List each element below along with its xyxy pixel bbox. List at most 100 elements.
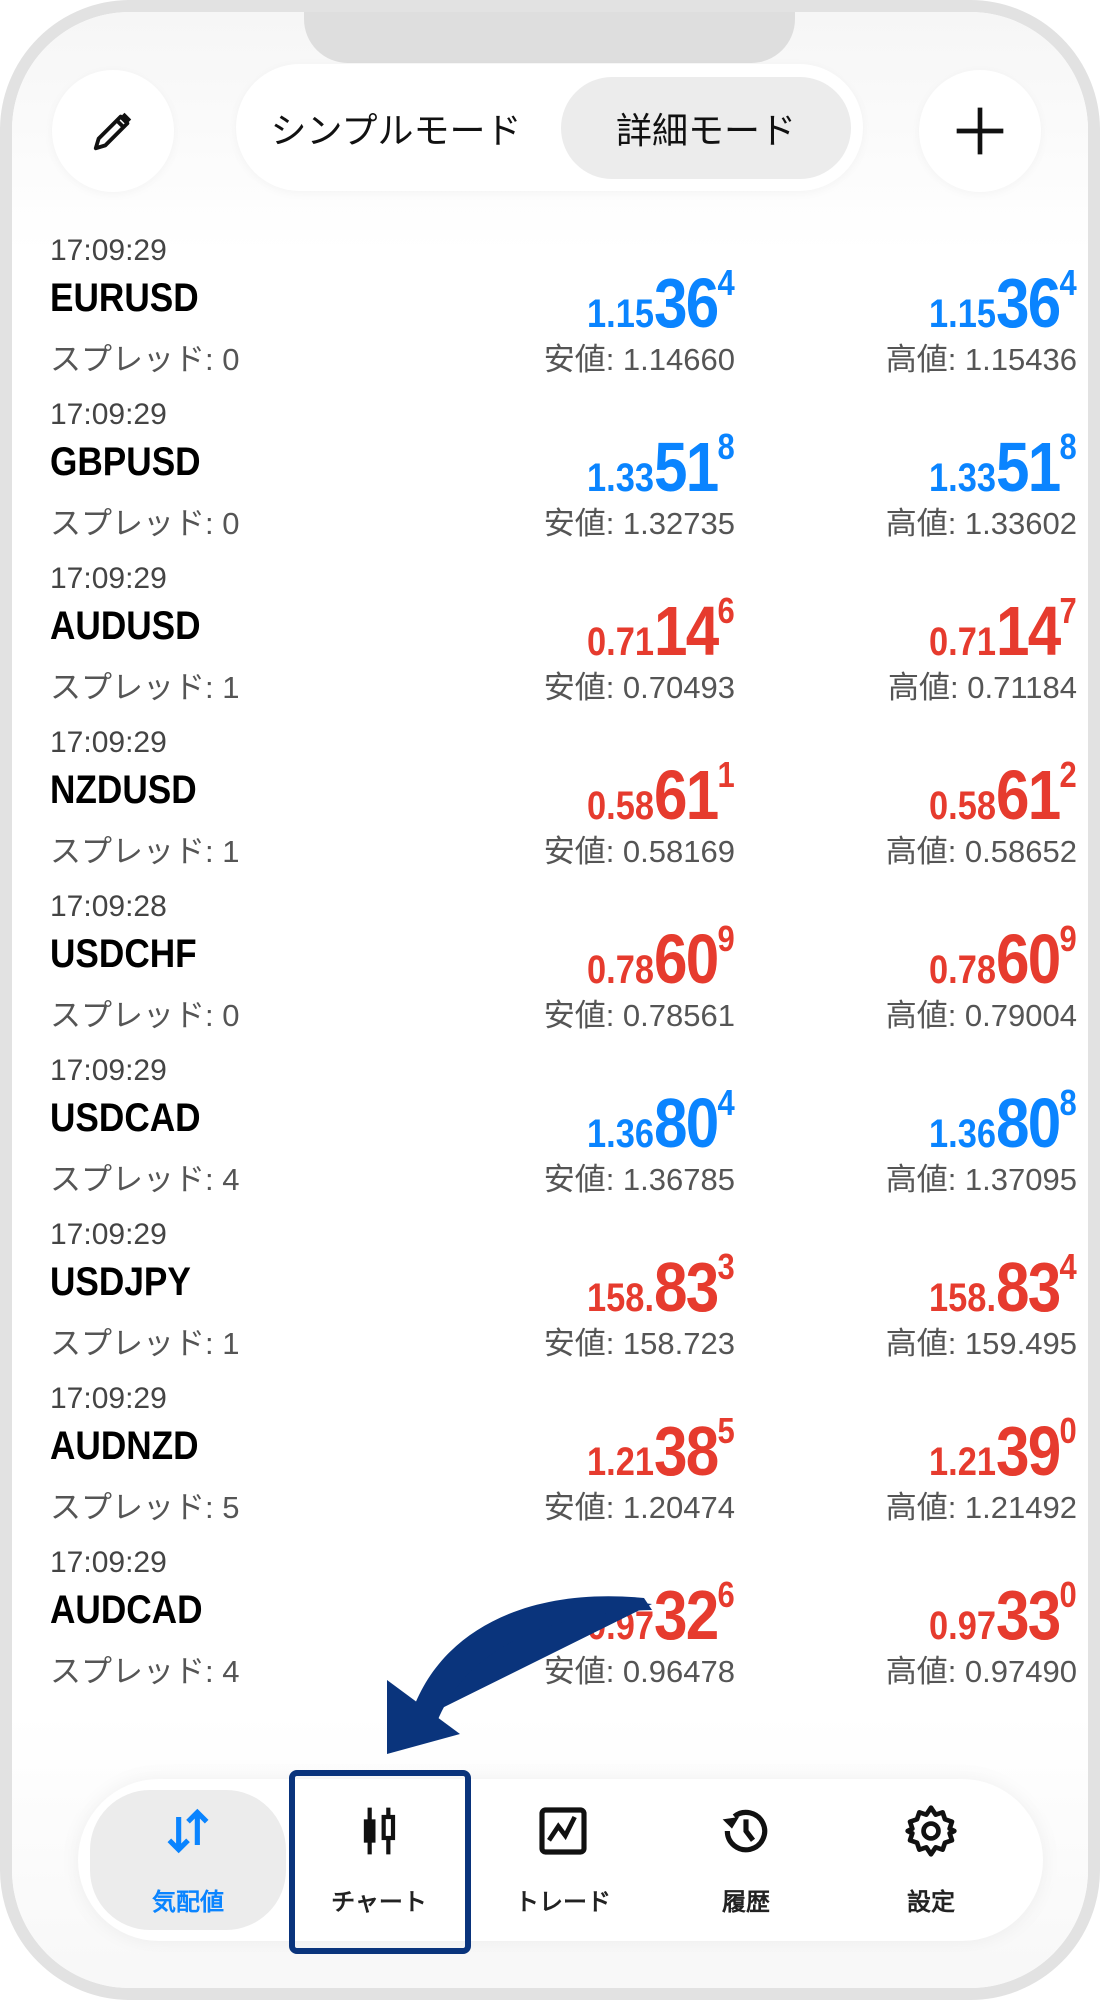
mode-detail-tab[interactable]: 詳細モード	[561, 77, 851, 179]
quote-time: 17:09:29	[50, 1546, 167, 1579]
ask-fraction: 4	[1059, 1246, 1077, 1287]
low-price: 安値: 1.20474	[543, 1490, 735, 1525]
bid-fraction: 4	[717, 262, 735, 303]
high-price: 高値: 1.15436	[885, 342, 1077, 377]
quote-time: 17:09:28	[50, 890, 167, 923]
ask-price[interactable]: 158.834	[929, 1246, 1077, 1327]
quote-row[interactable]: 17:09:29 AUDUSD スプレッド: 1 0.71146 0.71147…	[38, 562, 1077, 726]
quote-symbol: USDJPY	[50, 1260, 191, 1304]
bid-pips: 38	[654, 1412, 719, 1490]
bid-fraction: 5	[717, 1410, 735, 1451]
ask-price[interactable]: 0.58612	[929, 754, 1077, 835]
bid-fraction: 6	[717, 590, 735, 631]
nav-label: トレード	[515, 1889, 611, 1916]
nav-item[interactable]: 気配値	[90, 1790, 286, 1930]
bid-fraction: 3	[717, 1246, 735, 1287]
bid-price[interactable]: 1.21385	[587, 1410, 735, 1491]
ask-prefix: 1.15	[929, 292, 997, 336]
quote-row[interactable]: 17:09:29 GBPUSD スプレッド: 0 1.33518 1.33518…	[38, 398, 1077, 562]
pencil-icon	[93, 112, 132, 151]
quote-symbol: USDCHF	[50, 932, 197, 976]
nav-item[interactable]: チャート	[287, 1790, 471, 1930]
low-price: 安値: 1.14660	[543, 342, 735, 377]
trade-chart-icon	[535, 1803, 591, 1882]
ask-prefix: 1.21	[929, 1440, 997, 1484]
bid-prefix: 158.	[587, 1276, 655, 1320]
bid-pips: 60	[654, 920, 719, 998]
high-price: 高値: 1.37095	[885, 1162, 1077, 1197]
quote-symbol: AUDNZD	[50, 1424, 199, 1468]
low-price: 安値: 0.58169	[543, 834, 735, 869]
quote-row[interactable]: 17:09:29 USDCAD スプレッド: 4 1.36804 1.36808…	[38, 1054, 1077, 1218]
nav-item[interactable]: 設定	[839, 1790, 1023, 1930]
nav-label: 設定	[907, 1889, 955, 1916]
quote-time: 17:09:29	[50, 234, 167, 267]
quote-spread: スプレッド: 5	[50, 1490, 240, 1525]
quote-spread: スプレッド: 4	[50, 1654, 240, 1689]
nav-item[interactable]: 履歴	[654, 1790, 838, 1930]
add-symbol-button[interactable]	[919, 70, 1041, 192]
edit-button[interactable]	[52, 70, 174, 192]
quote-spread: スプレッド: 1	[50, 670, 240, 705]
quote-symbol: AUDCAD	[50, 1588, 203, 1632]
low-price: 安値: 0.70493	[543, 670, 735, 705]
quote-row[interactable]: 17:09:29 AUDCAD スプレッド: 4 0.97 326 0.97330…	[38, 1546, 1077, 1710]
history-clock-icon	[718, 1803, 774, 1882]
high-price: 高値: 0.79004	[885, 998, 1077, 1033]
ask-pips: 83	[996, 1248, 1061, 1326]
ask-price[interactable]: 0.97330	[929, 1574, 1077, 1655]
low-price: 安値: 1.32735	[543, 506, 735, 541]
pointer-arrow	[387, 1596, 652, 1754]
bid-price[interactable]: 0.78609	[587, 918, 735, 999]
quote-symbol: EURUSD	[50, 276, 199, 320]
quote-row[interactable]: 17:09:29 EURUSD スプレッド: 0 1.15364 1.15364…	[38, 234, 1077, 398]
high-price: 高値: 159.495	[885, 1326, 1077, 1361]
plus-icon	[956, 107, 1004, 155]
quote-symbol: NZDUSD	[50, 768, 197, 812]
low-price: 安値: 1.36785	[543, 1162, 735, 1197]
bid-price[interactable]: 0.71146	[587, 590, 735, 671]
ask-fraction: 8	[1059, 1082, 1077, 1123]
phone-notch	[304, 12, 795, 63]
mode-switch: シンプルモード 詳細モード	[236, 64, 863, 191]
ask-prefix: 0.58	[929, 784, 997, 828]
bid-prefix: 0.78	[587, 948, 655, 992]
bid-price[interactable]: 0.58611	[587, 754, 735, 835]
ask-price[interactable]: 1.21390	[929, 1410, 1077, 1491]
candlestick-icon	[351, 1803, 407, 1882]
quote-row[interactable]: 17:09:29 USDJPY スプレッド: 1 158.833 158.834…	[38, 1218, 1077, 1382]
high-price: 高値: 1.33602	[885, 506, 1077, 541]
ask-fraction: 7	[1059, 590, 1077, 631]
bid-price[interactable]: 1.36804	[587, 1082, 735, 1163]
ask-pips: 80	[996, 1084, 1061, 1162]
low-price: 安値: 158.723	[543, 1326, 735, 1361]
bid-prefix: 0.58	[587, 784, 655, 828]
nav-item[interactable]: トレード	[471, 1790, 655, 1930]
high-price: 高値: 0.71184	[888, 670, 1077, 705]
ask-pips: 36	[996, 264, 1061, 342]
bid-pips: 83	[654, 1248, 719, 1326]
bid-price[interactable]: 1.15364	[587, 262, 735, 343]
quote-row[interactable]: 17:09:28 USDCHF スプレッド: 0 0.78609 0.78609…	[38, 890, 1077, 1054]
ask-price[interactable]: 1.36808	[929, 1082, 1077, 1163]
bid-pips: 36	[654, 264, 719, 342]
ask-price[interactable]: 1.15364	[929, 262, 1077, 343]
ask-prefix: 0.71	[929, 620, 997, 664]
high-price: 高値: 0.58652	[885, 834, 1077, 869]
ask-fraction: 8	[1059, 426, 1077, 467]
ask-pips: 60	[996, 920, 1061, 998]
nav-label: 気配値	[152, 1889, 224, 1916]
quote-row[interactable]: 17:09:29 NZDUSD スプレッド: 1 0.58611 0.58612…	[38, 726, 1077, 890]
ask-price[interactable]: 0.78609	[929, 918, 1077, 999]
bid-price[interactable]: 158.833	[587, 1246, 735, 1327]
quote-row[interactable]: 17:09:29 AUDNZD スプレッド: 5 1.21385 1.21390…	[38, 1382, 1077, 1546]
bid-price[interactable]: 1.33518	[587, 426, 735, 507]
ask-price[interactable]: 1.33518	[929, 426, 1077, 507]
ask-price[interactable]: 0.71147	[929, 590, 1077, 671]
gear-icon	[903, 1803, 959, 1882]
quote-symbol: USDCAD	[50, 1096, 201, 1140]
ask-prefix: 0.97	[929, 1604, 997, 1648]
mode-simple-tab[interactable]: シンプルモード	[270, 110, 522, 151]
ask-fraction: 0	[1059, 1574, 1077, 1615]
